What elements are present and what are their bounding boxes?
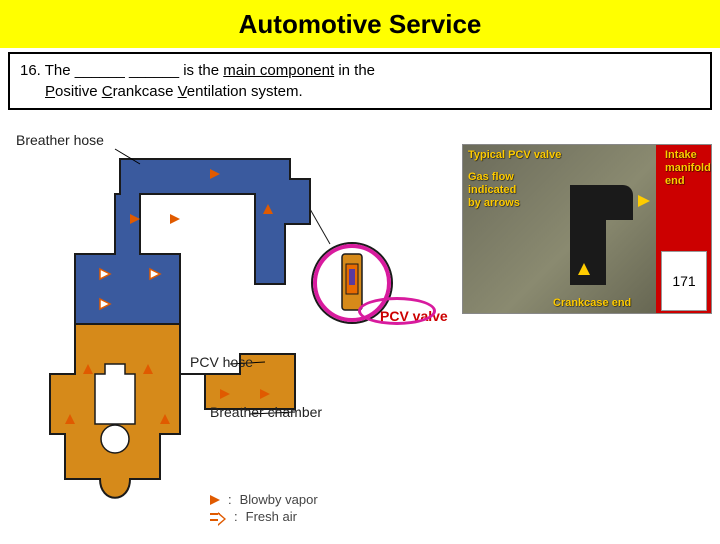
pcv-ositive: ositive xyxy=(55,83,102,100)
photo-label-typical: Typical PCV valve xyxy=(468,149,561,162)
legend-fresh-text: Fresh air xyxy=(246,509,297,524)
legend-blowby-text: Blowby vapor xyxy=(240,492,318,507)
question-underline-main: main component xyxy=(223,62,334,79)
pcv-diagram: Breather hose PCV hose Breather chamber … xyxy=(10,114,450,534)
question-box: 16. The ______ ______ is the main compon… xyxy=(8,52,712,110)
pcv-p: P xyxy=(45,83,55,100)
content-area: Breather hose PCV hose Breather chamber … xyxy=(0,114,720,544)
legend: : Blowby vapor : Fresh air xyxy=(210,490,318,524)
yellow-arrow-up-icon xyxy=(578,263,590,275)
label-pcv-valve: PCV valve xyxy=(380,308,448,324)
pcv-v: V xyxy=(178,83,187,100)
pcv-entilation: entilation system. xyxy=(187,83,303,100)
photo-label-gasflow: Gas flow indicated by arrows xyxy=(468,171,520,211)
page-title: Automotive Service xyxy=(0,0,720,48)
label-pcv-hose: PCV hose xyxy=(190,354,253,370)
pcv-valve-photo: 171 Typical PCV valve Gas flow indicated… xyxy=(462,144,712,314)
question-number: 16. xyxy=(20,62,41,79)
outline-arrow-icon xyxy=(210,513,220,521)
legend-blowby: : Blowby vapor xyxy=(210,492,318,507)
pcv-c: C xyxy=(102,83,113,100)
photo-label-crankcase: Crankcase end xyxy=(553,297,631,310)
legend-freshair: : Fresh air xyxy=(210,509,318,524)
label-breather-hose: Breather hose xyxy=(16,132,104,148)
solid-arrow-icon xyxy=(210,495,220,505)
diagram-svg xyxy=(10,114,450,534)
red-tag-number: 171 xyxy=(661,251,707,311)
question-prefix: The ______ ______ is the xyxy=(45,62,223,79)
question-mid: in the xyxy=(334,62,375,79)
blue-intake-shape xyxy=(75,159,310,324)
pcv-rankcase: rankcase xyxy=(113,83,178,100)
label-breather-chamber: Breather chamber xyxy=(210,404,322,420)
photo-label-intake: Intake manifold end xyxy=(665,149,711,189)
yellow-arrow-right-icon xyxy=(638,195,650,207)
